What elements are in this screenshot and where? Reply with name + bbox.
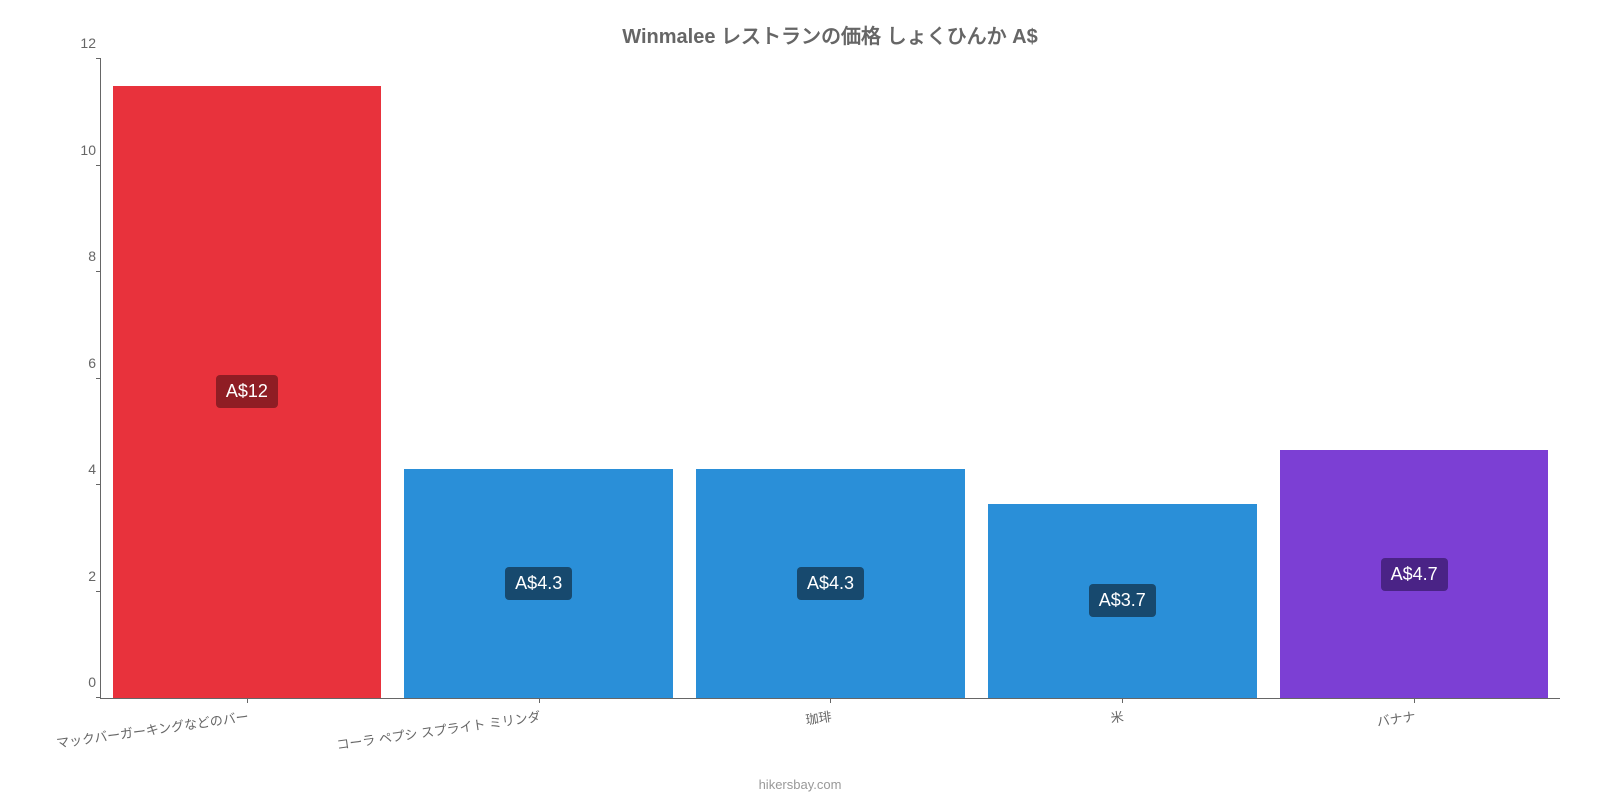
bar-slot: A$12 — [101, 59, 393, 698]
x-tick-mark — [830, 698, 831, 703]
x-axis-labels: マックバーガーキングなどのバーコーラ ペプシ スプライト ミリンダ珈琲米バナナ — [101, 706, 1560, 746]
x-tick-mark — [539, 698, 540, 703]
bars-group: A$12 A$4.3 A$4.3 A$3.7 A$4.7 — [101, 59, 1560, 698]
chart-source: hikersbay.com — [759, 777, 842, 792]
x-label-slot: バナナ — [1268, 706, 1560, 746]
x-label-slot: 米 — [976, 706, 1268, 746]
y-tick-label: 2 — [61, 568, 96, 584]
x-axis-label: マックバーガーキングなどのバー — [55, 706, 250, 752]
y-tick-label: 12 — [61, 35, 96, 51]
y-tick-label: 10 — [61, 142, 96, 158]
y-tick-label: 4 — [61, 461, 96, 477]
price-chart: Winmalee レストランの価格 しょくひんか A$ 0 2 4 6 8 10 12 A$… — [0, 0, 1600, 800]
bar: A$12 — [113, 86, 381, 698]
value-badge: A$3.7 — [1089, 584, 1156, 617]
bar-slot: A$3.7 — [976, 59, 1268, 698]
value-badge: A$4.7 — [1381, 558, 1448, 591]
x-tick-mark — [1414, 698, 1415, 703]
x-tick-mark — [247, 698, 248, 703]
bar: A$3.7 — [988, 504, 1256, 698]
value-badge: A$12 — [216, 375, 278, 408]
x-tick-mark — [1122, 698, 1123, 703]
x-label-slot: 珈琲 — [685, 706, 977, 746]
value-badge: A$4.3 — [797, 567, 864, 600]
y-tick-label: 8 — [61, 248, 96, 264]
value-badge: A$4.3 — [505, 567, 572, 600]
x-label-slot: コーラ ペプシ スプライト ミリンダ — [393, 706, 685, 746]
bar-slot: A$4.3 — [685, 59, 977, 698]
y-tick-label: 0 — [61, 674, 96, 690]
bar: A$4.7 — [1280, 450, 1548, 698]
plot-area: 024681012 A$12A$4.3A$4.3A$3.7A$4.7 マックバー… — [100, 59, 1560, 699]
x-axis-label: 米 — [1109, 706, 1125, 727]
bar: A$4.3 — [404, 469, 672, 698]
y-tick-label: 6 — [61, 355, 96, 371]
bar-slot: A$4.3 — [393, 59, 685, 698]
x-axis-label: バナナ — [1375, 706, 1416, 730]
x-axis-label: 珈琲 — [805, 706, 833, 728]
bar: A$4.3 — [696, 469, 964, 698]
bar-slot: A$4.7 — [1268, 59, 1560, 698]
chart-title: Winmalee レストランの価格 しょくひんか A$ — [100, 20, 1560, 49]
